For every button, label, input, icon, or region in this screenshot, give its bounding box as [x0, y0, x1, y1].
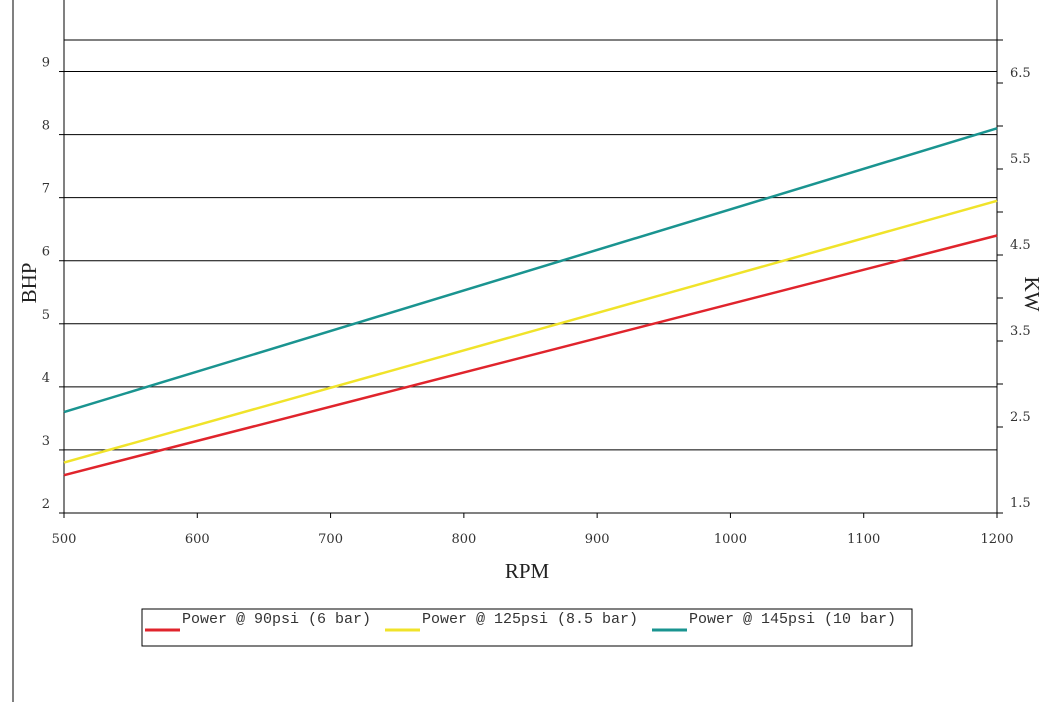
series-lines	[63, 127, 998, 477]
y-tick-label: 7	[42, 182, 50, 197]
legend-label-1: Power @ 125psi (8.5 bar)	[422, 611, 638, 628]
y2-tick-label: 5.5	[1010, 152, 1031, 167]
x-tick-label: 1100	[847, 532, 880, 547]
y2-tick-label: 6.5	[1010, 66, 1031, 81]
y2-axis-title: KW	[1020, 277, 1040, 312]
series-line-1	[63, 199, 998, 464]
y-tick-label: 5	[42, 308, 50, 323]
series-line-0	[63, 234, 998, 477]
y-tick-label: 3	[42, 434, 50, 449]
y2-tick-label: 4.5	[1010, 238, 1031, 253]
x-tick-label: 1000	[714, 532, 747, 547]
y2-tick-label: 3.5	[1010, 324, 1031, 339]
x-tick-label: 800	[451, 532, 476, 547]
series-line-2	[63, 127, 998, 414]
x-tick-label: 500	[52, 532, 77, 547]
y2-tick-label: 2.5	[1010, 410, 1031, 425]
x-tick-label: 600	[185, 532, 210, 547]
tick-labels: 2 3 4 5 6 7 8 9 1.5 2.5 3.5 4.5 5.5 6.5 500 600 700 800 90…	[42, 56, 1031, 547]
grid	[64, 39, 997, 451]
y-tick-label: 6	[42, 245, 50, 260]
y-tick-label: 9	[42, 56, 50, 71]
x-tick-label: 900	[585, 532, 610, 547]
x-tick-label: 700	[318, 532, 343, 547]
y2-tick-label: 1.5	[1010, 496, 1031, 511]
legend-label-2: Power @ 145psi (10 bar)	[689, 611, 896, 628]
x-tick-label: 1200	[980, 532, 1013, 547]
y-tick-label: 2	[42, 497, 50, 512]
y-tick-label: 4	[42, 371, 50, 386]
y-axis-title: BHP	[17, 263, 41, 304]
legend-box	[141, 608, 913, 647]
x-axis-title: RPM	[505, 559, 550, 583]
axes	[59, 0, 1003, 518]
legend-label-0: Power @ 90psi (6 bar)	[182, 611, 371, 628]
legend: Power @ 90psi (6 bar) Power @ 125psi (8.…	[141, 608, 913, 647]
y-tick-label: 8	[42, 119, 50, 134]
